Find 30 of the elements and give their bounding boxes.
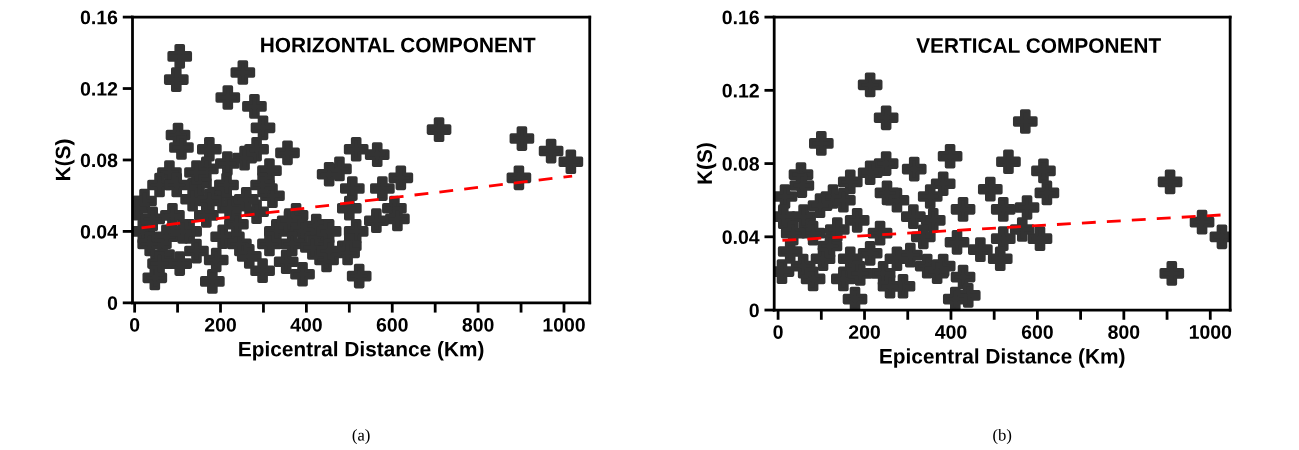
x-tick-label: 400 <box>935 325 967 339</box>
y-tick-label: 0.08 <box>722 157 760 171</box>
x-tick-label: 800 <box>462 317 494 332</box>
y-axis-title: K(S) <box>55 139 75 180</box>
x-tick-label: 0 <box>773 325 783 339</box>
text: VERTICAL COMPONENT <box>916 38 1161 53</box>
x-tick-label: 200 <box>848 325 880 339</box>
text: (a) <box>352 428 370 445</box>
x-tick-label: 200 <box>204 317 236 332</box>
x-axis-title: Epicentral Distance (Km) <box>239 341 484 361</box>
x-tick-label: 1000 <box>1189 325 1232 339</box>
x-tick-label: 400 <box>290 317 322 332</box>
y-tick-label: 0.04 <box>80 224 118 239</box>
y-tick-label: 0.12 <box>80 82 118 96</box>
y-axis-title: K(S) <box>696 143 717 184</box>
x-tick-label: 1000 <box>543 317 585 332</box>
text: HORIZONTAL COMPONENT <box>261 37 536 53</box>
x-tick-label: 0 <box>130 317 140 332</box>
y-tick-label: 0.16 <box>722 10 759 25</box>
text: (b) <box>993 428 1012 445</box>
x-tick-label: 600 <box>376 317 408 332</box>
y-tick-label: 0.16 <box>80 10 118 25</box>
y-tick-label: 0 <box>107 296 118 311</box>
y-tick-label: 0.08 <box>80 153 118 168</box>
y-tick-label: 0 <box>749 303 759 318</box>
x-axis-title: Epicentral Distance (Km) <box>880 348 1125 368</box>
x-tick-label: 600 <box>1021 325 1053 339</box>
x-tick-label: 800 <box>1108 325 1140 339</box>
y-tick-label: 0.12 <box>722 83 759 98</box>
y-tick-label: 0.04 <box>722 230 760 245</box>
